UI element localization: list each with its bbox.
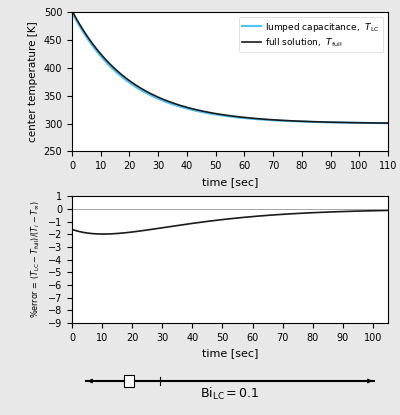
Bar [124,375,134,387]
lumped capacitance,  $T_\mathrm{LC}$ [102,58,107,63]
Text: $\mathrm{Bi}_\mathrm{LC} = 0.1$: $\mathrm{Bi}_\mathrm{LC} = 0.1$ [200,386,260,402]
full solution,  $T_\mathrm{full}$ [322,120,326,124]
Line: full solution,  $T_\mathrm{full}$: full solution, $T_\mathrm{full}$ [72,11,388,123]
full solution,  $T_\mathrm{full}$ [209,110,214,115]
Y-axis label: %error = $(T_\mathrm{LC} - T_\mathrm{full})/(T_i - T_\infty)$: %error = $(T_\mathrm{LC} - T_\mathrm{ful… [30,201,42,318]
lumped capacitance,  $T_\mathrm{LC}$ [386,121,390,126]
lumped capacitance,  $T_\mathrm{LC}$ [316,120,321,124]
lumped capacitance,  $T_\mathrm{LC}$ [209,111,214,116]
lumped capacitance,  $T_\mathrm{LC}$ [70,10,74,15]
full solution,  $T_\mathrm{full}$ [386,121,390,126]
X-axis label: time [sec]: time [sec] [202,177,258,187]
full solution,  $T_\mathrm{full}$ [70,8,74,13]
full solution,  $T_\mathrm{full}$ [102,56,107,61]
lumped capacitance,  $T_\mathrm{LC}$ [322,120,326,125]
X-axis label: time [sec]: time [sec] [202,348,258,358]
full solution,  $T_\mathrm{full}$ [197,108,202,113]
Y-axis label: center temperature [K]: center temperature [K] [28,22,38,142]
Legend: lumped capacitance,  $T_\mathrm{LC}$, full solution,  $T_\mathrm{full}$: lumped capacitance, $T_\mathrm{LC}$, ful… [239,17,384,52]
lumped capacitance,  $T_\mathrm{LC}$ [286,119,291,124]
lumped capacitance,  $T_\mathrm{LC}$ [197,109,202,114]
full solution,  $T_\mathrm{full}$ [316,120,321,124]
full solution,  $T_\mathrm{full}$ [286,118,291,123]
Line: lumped capacitance,  $T_\mathrm{LC}$: lumped capacitance, $T_\mathrm{LC}$ [72,12,388,123]
